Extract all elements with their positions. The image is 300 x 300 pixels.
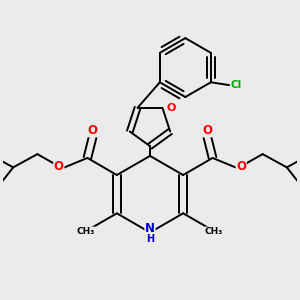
Text: O: O (54, 160, 64, 173)
Text: O: O (236, 160, 246, 173)
Text: N: N (145, 221, 155, 235)
Text: O: O (166, 103, 175, 113)
Text: CH₃: CH₃ (77, 227, 95, 236)
Text: O: O (88, 124, 98, 137)
Text: O: O (202, 124, 212, 137)
Text: CH₃: CH₃ (205, 227, 223, 236)
Text: H: H (146, 234, 154, 244)
Text: Cl: Cl (230, 80, 242, 90)
